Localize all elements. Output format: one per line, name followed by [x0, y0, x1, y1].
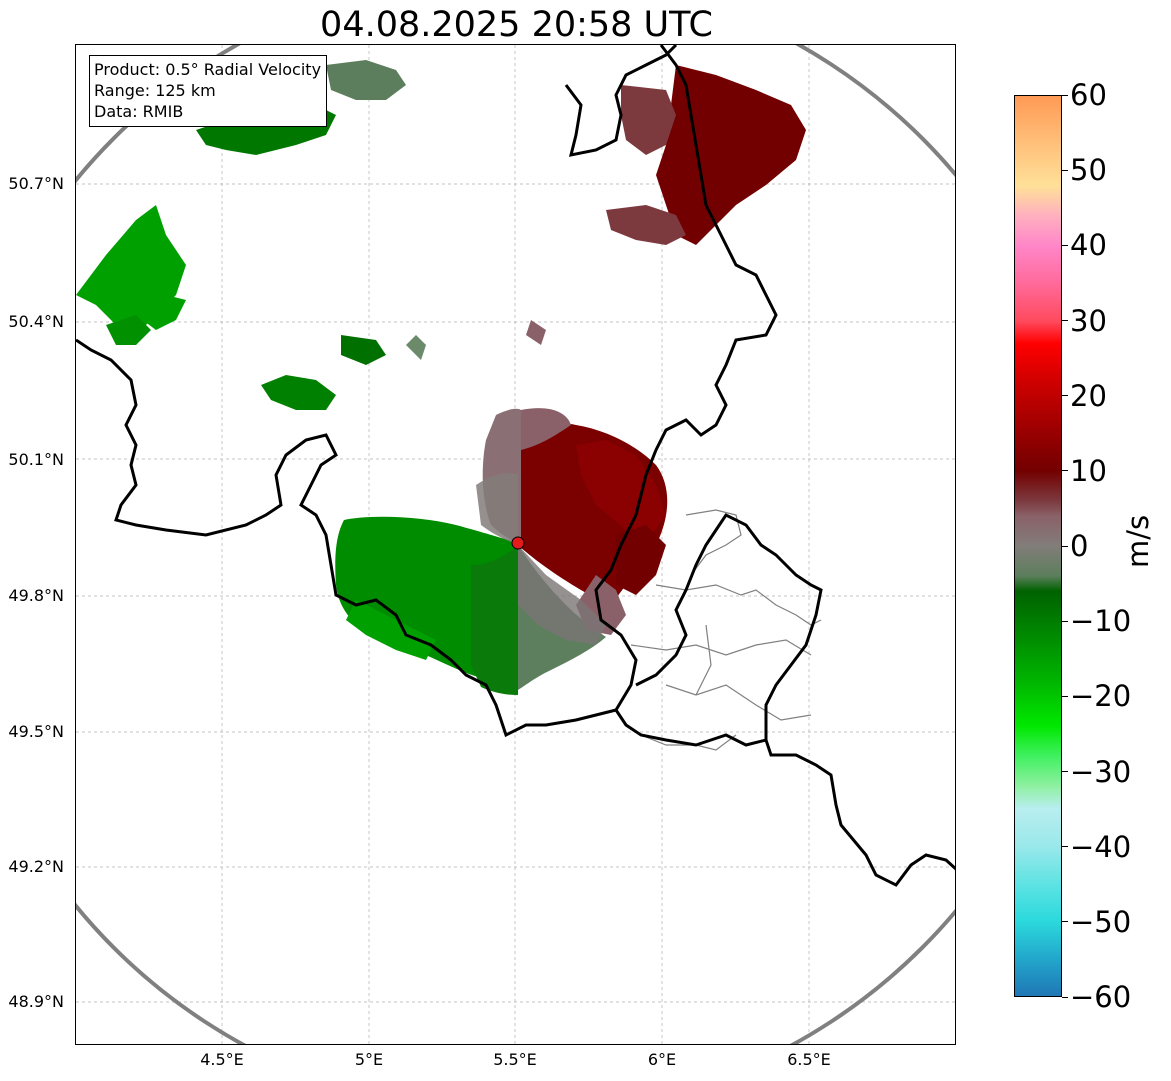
- x-tick-label: 6.5°E: [787, 1050, 831, 1069]
- colorbar-tick-label: 10: [1070, 453, 1107, 488]
- colorbar-tick-label: 50: [1070, 153, 1107, 188]
- x-tick-label: 6°E: [647, 1050, 677, 1069]
- product-label: Product: 0.5° Radial Velocity: [94, 60, 322, 79]
- colorbar-tick-mark: [1062, 169, 1068, 171]
- radar-map[interactable]: [75, 44, 956, 1045]
- colorbar-tick-mark: [1062, 996, 1068, 998]
- range-label: Range: 125 km: [94, 81, 216, 100]
- colorbar-tick-mark: [1062, 244, 1068, 246]
- colorbar-tick-label: −10: [1070, 604, 1132, 639]
- colorbar-tick-label: −50: [1070, 904, 1132, 939]
- y-tick-label: 50.7°N: [8, 174, 64, 193]
- colorbar-tick-label: −60: [1070, 980, 1132, 1014]
- y-tick-label: 49.8°N: [8, 586, 64, 605]
- colorbar-tick-label: −20: [1070, 679, 1132, 714]
- national-borders: [76, 45, 955, 887]
- colorbar-unit-label: m/s: [1121, 514, 1155, 568]
- colorbar-tick-mark: [1062, 620, 1068, 622]
- colorbar-tick-label: 40: [1070, 228, 1107, 263]
- radar-map-canvas[interactable]: [76, 45, 956, 1045]
- y-tick-label: 49.2°N: [8, 857, 64, 876]
- colorbar-tick-label: 60: [1070, 78, 1107, 112]
- radar-site-marker[interactable]: [511, 536, 525, 550]
- data-source-label: Data: RMIB: [94, 102, 184, 121]
- colorbar-tick-mark: [1062, 771, 1068, 772]
- colorbar-tick-mark: [1062, 545, 1068, 547]
- colorbar-tick-label: −30: [1070, 754, 1132, 789]
- colorbar-tick-mark: [1062, 470, 1068, 472]
- colorbar-tick-label: 20: [1070, 378, 1107, 413]
- colorbar-tick-mark: [1062, 395, 1068, 397]
- x-tick-label: 5°E: [354, 1050, 384, 1069]
- y-tick-label: 50.1°N: [8, 450, 64, 469]
- near-zero-velocity-echoes: [476, 473, 606, 645]
- colorbar-tick-label: 0: [1070, 529, 1089, 563]
- y-tick-label: 50.4°N: [8, 312, 64, 331]
- colorbar-tick-mark: [1062, 94, 1068, 96]
- colorbar-tick-mark: [1062, 695, 1068, 697]
- x-tick-label: 4.5°E: [200, 1050, 244, 1069]
- x-tick-label: 5.5°E: [493, 1050, 537, 1069]
- y-tick-label: 49.5°N: [8, 722, 64, 741]
- map-title: 04.08.2025 20:58 UTC: [320, 5, 713, 45]
- colorbar-tick-mark: [1062, 320, 1068, 321]
- colorbar-tick-mark: [1062, 921, 1068, 923]
- colorbar-tick-label: −40: [1070, 829, 1132, 864]
- outbound-velocity-echoes: [482, 65, 806, 635]
- y-tick-label: 48.9°N: [8, 992, 64, 1011]
- velocity-colorbar: [1014, 95, 1062, 997]
- product-info-box: Product: 0.5° Radial Velocity Range: 125…: [89, 55, 328, 127]
- colorbar-tick-mark: [1062, 846, 1068, 848]
- colorbar-tick-label: 30: [1070, 303, 1107, 338]
